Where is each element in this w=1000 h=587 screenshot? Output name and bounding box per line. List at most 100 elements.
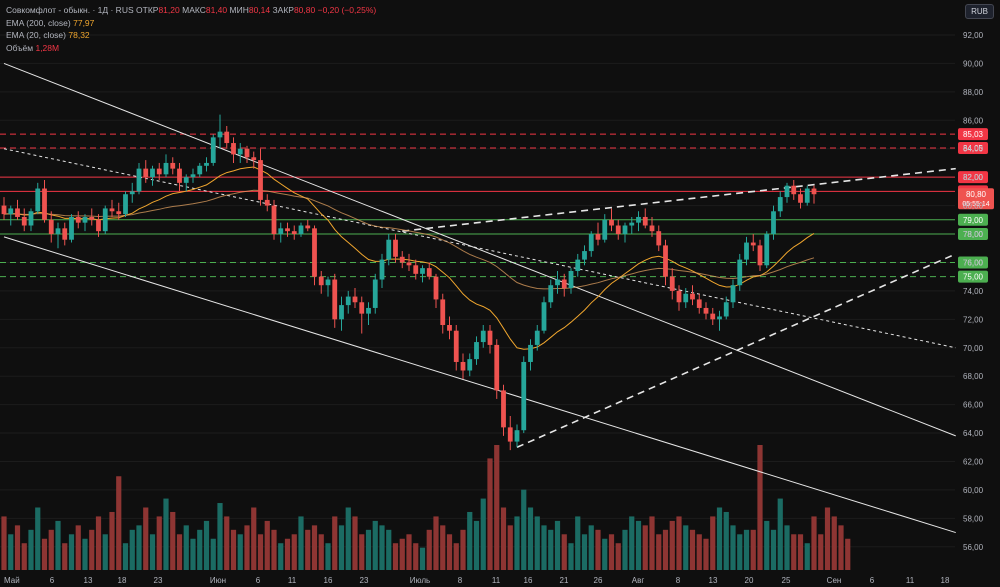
legend-ema200-value: 77,97 (73, 17, 95, 28)
x-tick-label: 8 (458, 576, 463, 585)
level-tag (958, 213, 988, 226)
volume-bar (14, 525, 21, 570)
candle-body (710, 313, 716, 320)
legend-close-value: 80,80 (293, 5, 316, 15)
x-tick-label: 21 (560, 576, 569, 585)
volume-bar (494, 445, 500, 570)
legend-volume-row[interactable]: Объём 1,28M (6, 42, 376, 55)
legend-ema20-label: EMA (20, close) (6, 30, 66, 40)
y-tick-label: 90,00 (963, 59, 984, 68)
volume-bar (554, 520, 561, 570)
candle-body (204, 162, 209, 166)
x-tick-label: Май (4, 576, 20, 585)
volume-bar (770, 529, 777, 570)
legend-symbol-title[interactable]: Совкомфлот - обыкн. · 1Д · RUS (6, 5, 134, 15)
candle-body (521, 361, 527, 431)
candle-body (811, 188, 817, 195)
candle-body (730, 285, 736, 303)
volume-bar (271, 529, 277, 570)
candle-body (48, 219, 54, 235)
volume-bar (440, 525, 446, 570)
x-tick-label: Июль (410, 576, 430, 585)
candle-body (231, 143, 236, 155)
candle-body (676, 290, 682, 303)
candle-body (143, 168, 149, 178)
volume-bar (460, 529, 466, 570)
candle-body (318, 276, 324, 286)
candle-body (629, 222, 635, 226)
volume-bar (284, 538, 291, 570)
legend-high-value: 81,40 (205, 5, 228, 15)
volume-bar (689, 529, 696, 570)
candle-body (197, 165, 203, 175)
level-tag (958, 128, 988, 141)
candle-body (258, 160, 263, 200)
candle-body (75, 216, 81, 223)
level-tag (958, 228, 988, 241)
volume-bar (818, 534, 824, 570)
x-tick-label: 18 (118, 576, 127, 585)
level-tag (958, 142, 988, 155)
volume-bar (62, 543, 68, 570)
volume-bar (521, 489, 527, 570)
volume-bar (811, 516, 817, 570)
volume-bar (710, 516, 716, 570)
y-tick-label: 88,00 (963, 88, 984, 97)
volume-bar (615, 543, 621, 570)
candle-body (21, 216, 27, 226)
volume-bar (264, 520, 270, 570)
volume-bar (372, 520, 378, 570)
volume-bar (831, 516, 837, 570)
volume-bar (602, 538, 608, 570)
candle-body (237, 148, 243, 155)
candle-body (804, 188, 810, 203)
last-price-countdown: 05:55:14 (962, 201, 989, 208)
candle-body (102, 208, 108, 232)
volume-bar (305, 529, 311, 570)
volume-bar (298, 516, 304, 570)
candle-body (15, 208, 20, 217)
trendline (3, 62, 956, 437)
candle-body (555, 279, 560, 286)
candle-body (487, 330, 493, 345)
candle-body (224, 131, 230, 144)
candle-body (777, 197, 783, 212)
volume-bar (730, 525, 736, 570)
legend-ema20-row[interactable]: EMA (20, close) 78,32 (6, 29, 376, 42)
volume-bar (156, 516, 162, 570)
candle-body (723, 302, 729, 317)
candle-body (116, 211, 122, 215)
volume-bar (541, 525, 547, 570)
candle-body (649, 225, 655, 232)
legend-volume-label: Объём (6, 42, 34, 53)
legend-ema200-row[interactable]: EMA (200, close) 77,97 (6, 17, 376, 30)
volume-bar (176, 534, 183, 570)
candle-body (744, 242, 749, 260)
candle-body (494, 344, 500, 391)
x-tick-label: 11 (492, 576, 501, 585)
volume-bar (838, 525, 844, 570)
candle-body (62, 228, 68, 240)
volume-bar (143, 507, 149, 570)
candle-body (514, 430, 520, 442)
volume-bar (797, 534, 804, 570)
volume-bar (35, 507, 41, 570)
trendline (516, 253, 957, 449)
currency-badge[interactable]: RUB (965, 4, 994, 19)
volume-bar (507, 525, 513, 570)
candle-body (413, 265, 419, 274)
y-tick-label: 72,00 (963, 315, 984, 324)
x-tick-label: 13 (84, 576, 93, 585)
volume-bar (683, 525, 689, 570)
volume-bar (487, 458, 493, 570)
candle-body (89, 216, 95, 220)
candle-body (757, 245, 763, 266)
volume-bar (595, 529, 601, 570)
volume-bar (419, 547, 426, 570)
volume-bar (548, 529, 554, 570)
volume-bar (190, 538, 196, 570)
volume-bar (608, 534, 615, 570)
level-tag-label: 76,00 (963, 258, 984, 267)
candle-body (764, 234, 770, 266)
